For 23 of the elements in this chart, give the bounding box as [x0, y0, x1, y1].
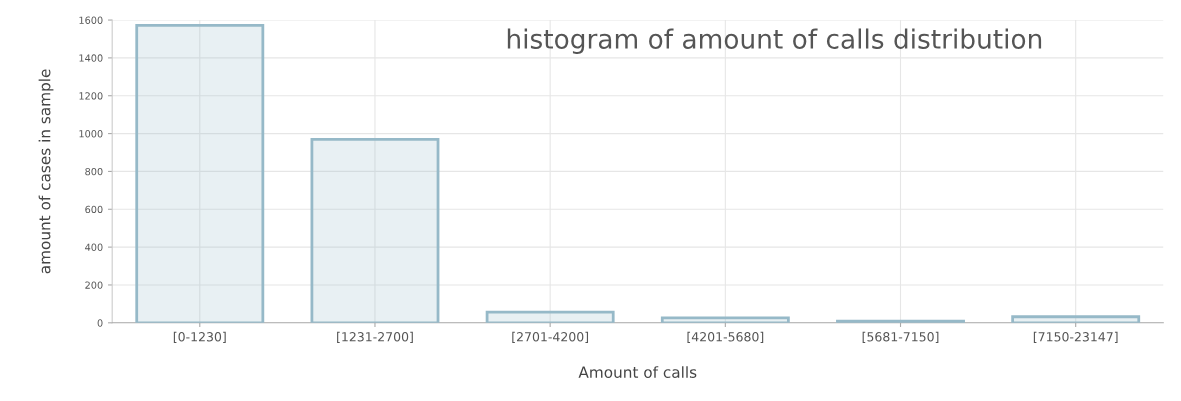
y-tick-label: 800: [85, 167, 103, 176]
x-tick-label: [2701-4200]: [512, 331, 589, 343]
y-tick-label: 1200: [79, 92, 103, 100]
x-tick-label: [5681-7150]: [862, 331, 939, 343]
y-axis-title: amount of cases in sample: [38, 69, 54, 274]
y-tick-label: 400: [85, 243, 103, 251]
bar: [135, 23, 265, 323]
x-tick-label: [0-1230]: [173, 331, 226, 343]
y-tick-label: 200: [85, 281, 103, 289]
bar: [310, 138, 440, 323]
y-tick-label: 0: [97, 319, 103, 327]
bar: [485, 310, 615, 323]
x-axis-title: Amount of calls: [578, 366, 697, 378]
y-tick-label: 1000: [79, 130, 103, 138]
y-tick-label: 1600: [79, 16, 103, 24]
bar: [660, 316, 790, 323]
x-tick-label: [4201-5680]: [687, 331, 764, 343]
bar: [1011, 315, 1141, 323]
y-tick-label: 600: [85, 205, 103, 214]
y-tick-label: 1400: [79, 54, 103, 62]
x-tick-label: [1231-2700]: [337, 331, 413, 343]
chart-title: histogram of amount of calls distribution: [507, 28, 1042, 55]
x-tick-label: [7150-23147]: [1033, 331, 1118, 343]
